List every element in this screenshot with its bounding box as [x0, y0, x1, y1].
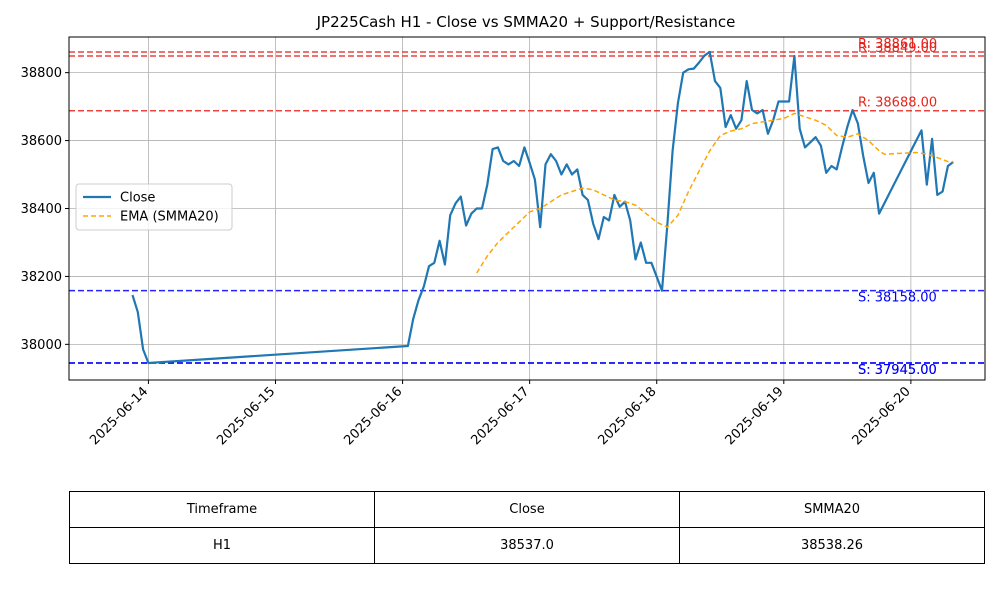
- x-tick-label: 2025-06-14: [87, 384, 151, 448]
- close-series-line: [131, 50, 954, 365]
- chart-title: JP225Cash H1 - Close vs SMMA20 + Support…: [316, 13, 736, 31]
- support-label: S: 38158.00: [858, 291, 937, 306]
- level-labels: R: 38861.00R: 38849.00 R: 38688.00 S: 3815…: [858, 37, 937, 378]
- legend-box: [75, 183, 233, 231]
- table-row: H1 38537.0 38538.26: [69, 527, 985, 564]
- y-tick-label: 38400: [21, 202, 62, 217]
- y-tick-label: 38200: [21, 270, 62, 285]
- table-header-cell: Close: [374, 491, 680, 528]
- y-tick-label: 38800: [21, 66, 62, 81]
- table-header-row: Timeframe Close SMMA20: [69, 491, 985, 528]
- legend: Close EMA (SMMA20): [75, 183, 233, 231]
- table-cell: H1: [69, 527, 375, 564]
- series-lines: [131, 50, 954, 365]
- x-tick-label: 2025-06-19: [723, 384, 787, 448]
- x-tick-label: 2025-06-20: [850, 384, 914, 448]
- line-chart: JP225Cash H1 - Close vs SMMA20 + Support…: [21, 13, 986, 448]
- y-tick-label: 38000: [21, 338, 62, 353]
- support-label: S: 37945.00: [858, 363, 937, 378]
- table-header-cell: Timeframe: [69, 491, 375, 528]
- smma20-series-line: [476, 112, 954, 274]
- x-tick-label: 2025-06-17: [468, 384, 532, 448]
- x-tick-label: 2025-06-18: [596, 384, 660, 448]
- summary-table: Timeframe Close SMMA20 H1 38537.0 38538.…: [69, 491, 985, 564]
- x-tick-label: 2025-06-15: [214, 384, 278, 448]
- table-cell: 38538.26: [679, 527, 985, 564]
- legend-smma-label: EMA (SMMA20): [120, 210, 219, 225]
- legend-close-label: Close: [120, 191, 155, 206]
- table-cell: 38537.0: [374, 527, 680, 564]
- resistance-label: R: 38861.00: [858, 37, 937, 52]
- table-header-cell: SMMA20: [679, 491, 985, 528]
- x-tick-label: 2025-06-16: [341, 384, 405, 448]
- resistance-label: R: 38688.00: [858, 96, 937, 111]
- axes: 38000 38200 38400 38600 38800 2025-06-14 2025-…: [21, 66, 914, 448]
- y-tick-label: 38600: [21, 134, 62, 149]
- resistance-label: R: 38849.00: [858, 41, 937, 56]
- support-label: S: 37945.00: [858, 363, 937, 378]
